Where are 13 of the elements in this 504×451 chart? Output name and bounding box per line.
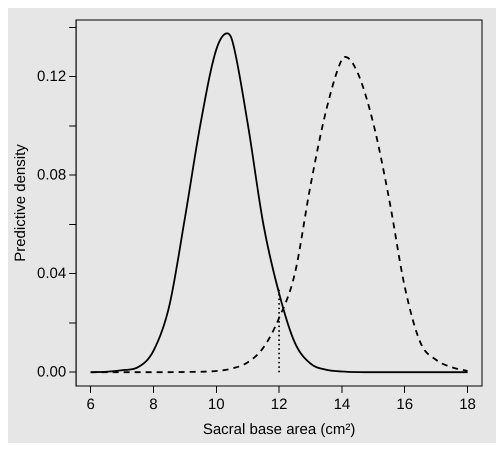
y-tick-label: 0.04 [36, 264, 66, 282]
x-tick-label: 8 [149, 396, 158, 414]
x-tick-label: 18 [459, 396, 476, 414]
x-tick-label: 10 [208, 396, 225, 414]
x-tick-label: 14 [334, 396, 350, 414]
x-axis-title: Sacral base area (cm²) [202, 421, 356, 438]
x-tick-label: 12 [270, 396, 288, 414]
x-tick-label: 6 [86, 396, 95, 414]
y-tick-label: 0.12 [36, 68, 66, 85]
y-tick-label: 0.08 [36, 166, 66, 184]
x-tick-label: 16 [396, 396, 414, 414]
y-axis-title: Predictive density [12, 144, 30, 262]
y-tick-label: 0.00 [36, 363, 66, 380]
